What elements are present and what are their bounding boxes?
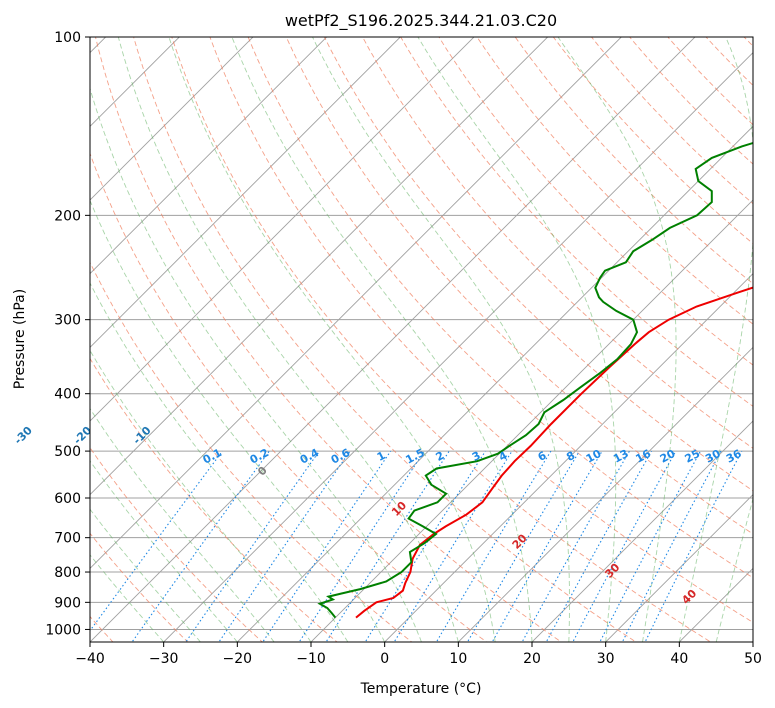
dry-adiabat-line [90, 532, 189, 642]
mixing-ratio-line [466, 450, 580, 642]
moist-adiabat-line [90, 460, 238, 642]
isotherm-line [605, 494, 753, 642]
moist-adiabat-line [557, 37, 677, 642]
mixing-ratio-line [185, 450, 320, 642]
isotherm-line [384, 273, 753, 642]
moist-adiabat-line [90, 407, 275, 642]
isotherm-line [90, 37, 401, 348]
moist-adiabat-line [90, 199, 386, 642]
isotherm-line [163, 52, 753, 642]
mixing-ratio-line [325, 450, 450, 642]
y-tick-label: 400 [54, 387, 81, 403]
moist-adiabat-line [90, 282, 349, 642]
y-tick-label: 200 [54, 208, 81, 224]
isotherm-line [90, 37, 254, 201]
y-tick-label: 800 [54, 565, 81, 581]
mixing-ratio-line [393, 450, 513, 642]
axes: −40 −30 −20 −10 0 10 20 30 40 50 100 200 300 400 500 60… [45, 30, 762, 667]
mixing-ratio-label: 20 [658, 447, 678, 466]
mixing-ratio-label: 36 [724, 447, 744, 466]
x-tick-label: 10 [449, 651, 467, 667]
mixing-ratio-line [298, 450, 425, 642]
mixing-ratio-label: 16 [633, 447, 653, 466]
y-tick-label: 300 [54, 313, 81, 329]
mixing-ratio-line [90, 450, 223, 632]
dry-adiabat-line [171, 37, 712, 642]
dry-adiabat-line [476, 37, 753, 325]
y-axis-label: Pressure (hPa) [12, 289, 28, 389]
y-tick-label: 500 [54, 444, 81, 460]
profile-series [317, 141, 753, 619]
moist-adiabat-line [417, 37, 617, 642]
temperature-profile-line [355, 286, 753, 619]
x-tick-label: −10 [296, 651, 326, 667]
y-tick-label: 100 [54, 30, 81, 46]
y-tick-label: 900 [54, 595, 81, 611]
mixing-ratio-line [599, 450, 701, 642]
moist-adiabat-line [231, 37, 533, 642]
x-tick-label: 40 [670, 651, 688, 667]
dry-adiabat-line [95, 37, 562, 642]
x-axis-label: Temperature (°C) [360, 681, 482, 697]
dry-adiabat-line [90, 446, 264, 642]
x-tick-label: 0 [380, 651, 389, 667]
moist-adiabat-line [117, 37, 459, 642]
isotherm-line [531, 420, 753, 642]
isotherm-line [457, 346, 753, 642]
dewpoint-profile-line [317, 141, 753, 619]
x-tick-label: −40 [75, 651, 105, 667]
x-tick-label: −20 [223, 651, 253, 667]
mixing-ratio-line [572, 450, 677, 642]
moist-adiabat-line [90, 349, 312, 642]
x-tick-label: 20 [523, 651, 541, 667]
mixing-ratio-label: 10 [584, 447, 604, 466]
isotherm-line [236, 125, 753, 642]
mixing-ratio-line [621, 450, 722, 642]
plot-frame [89, 36, 754, 643]
dry-adiabat-line [90, 261, 413, 642]
dry-adiabat-line [362, 37, 753, 449]
y-tick-label: 600 [54, 491, 81, 507]
moist-adiabat-line [312, 37, 570, 642]
dry-adiabat-line [209, 37, 753, 623]
y-tick-label: 1000 [45, 622, 81, 638]
x-tick-label: 50 [744, 651, 762, 667]
isotherm-line [90, 37, 696, 642]
x-tick-label: −30 [149, 651, 179, 667]
isotherm-line [90, 37, 549, 496]
dry-adiabat-line [514, 37, 753, 285]
mixing-ratio-label: 30 [703, 447, 723, 466]
isotherm-line [310, 199, 753, 642]
moist-adiabat-line [168, 37, 496, 642]
dry-adiabat-line [285, 37, 753, 535]
isotherm-line [90, 37, 622, 569]
mixing-ratio-line [131, 450, 270, 642]
dry-adiabat-line [247, 37, 753, 579]
isotherm-line [90, 37, 475, 422]
mixing-ratio-label: 13 [611, 447, 631, 466]
mixing-ratio-line [262, 450, 392, 642]
moist-adiabat-line [715, 497, 753, 642]
x-tick-label: 30 [597, 651, 615, 667]
moist-adiabat-line [678, 37, 753, 642]
mixing-ratio-line [218, 450, 351, 642]
y-tick-label: 700 [54, 531, 81, 547]
isotherm-line [90, 37, 328, 275]
background-lines [90, 37, 753, 642]
chart-title: wetPf2_S196.2025.344.21.03.C20 [285, 11, 557, 31]
mixing-ratio-label: 25 [683, 447, 703, 466]
mixing-ratio-line [364, 450, 486, 642]
